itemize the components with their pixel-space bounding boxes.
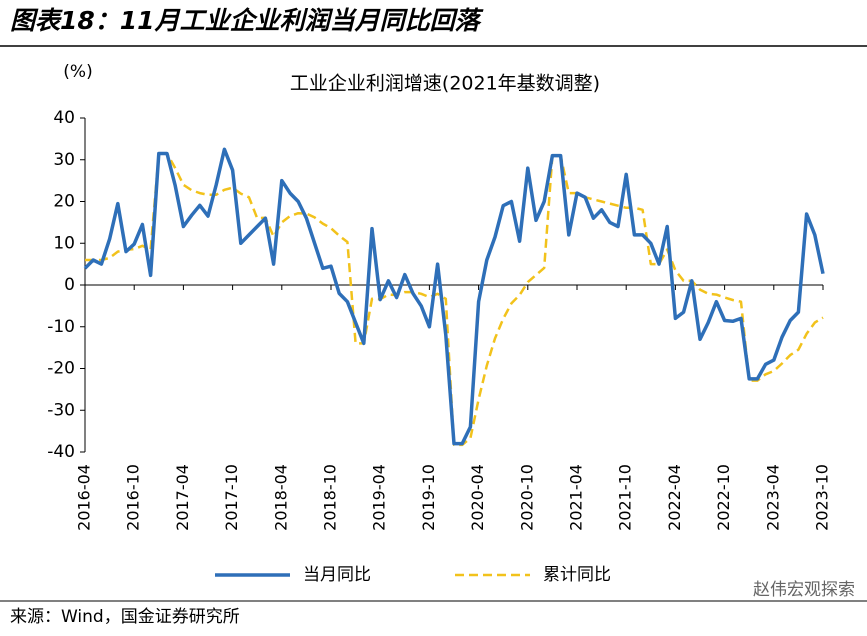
x-tick-label: 2017-04 [173, 464, 192, 531]
x-tick-label: 2016-04 [75, 464, 94, 531]
x-tick-label: 2021-04 [567, 464, 586, 531]
x-tick-label: 2023-04 [763, 464, 782, 531]
y-tick-label: 0 [64, 275, 75, 295]
legend-label: 累计同比 [543, 565, 611, 585]
x-tick-label: 2021-10 [616, 464, 635, 531]
y-tick-label: 40 [53, 108, 75, 128]
series-line [83, 147, 825, 446]
series-line [85, 152, 824, 447]
y-tick-label: 20 [53, 192, 75, 212]
x-tick-label: 2023-10 [813, 464, 832, 531]
chart-title: 工业企业利润增速(2021年基数调整) [290, 73, 600, 95]
x-tick-label: 2018-10 [321, 464, 340, 531]
x-tick-label: 2022-10 [714, 464, 733, 531]
x-tick-label: 2018-04 [271, 464, 290, 531]
x-tick-label: 2016-10 [124, 464, 143, 531]
y-tick-label: -30 [47, 400, 75, 420]
y-tick-label: -20 [47, 359, 75, 379]
x-tick-label: 2017-10 [222, 464, 241, 531]
y-tick-label: 10 [53, 233, 75, 253]
watermark: 赵伟宏观探索 [753, 580, 855, 600]
source: 来源：Wind，国金证券研究所 [10, 607, 240, 627]
y-tick-label: -40 [47, 442, 75, 462]
x-tick-label: 2020-10 [517, 464, 536, 531]
x-tick-label: 2022-04 [665, 464, 684, 531]
header-title: 图表18：11月工业企业利润当月同比回落 [10, 6, 484, 35]
y-tick-label: 30 [53, 150, 75, 170]
x-tick-label: 2019-10 [419, 464, 438, 531]
legend-label: 当月同比 [303, 565, 371, 585]
x-tick-label: 2019-04 [370, 464, 389, 531]
y-unit: (%) [63, 62, 92, 82]
x-tick-label: 2020-04 [468, 464, 487, 531]
y-tick-label: -10 [47, 317, 75, 337]
